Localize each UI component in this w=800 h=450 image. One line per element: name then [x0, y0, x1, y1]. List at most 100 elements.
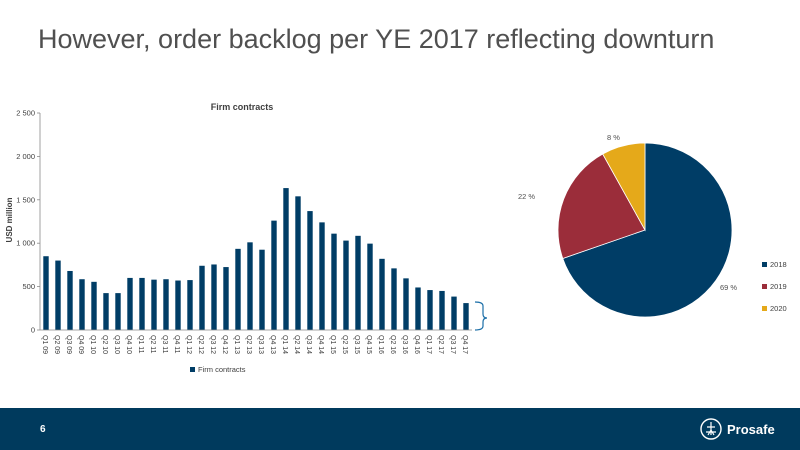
bar-chart: Firm contracts USD million 0 500 1 000 1 50… — [5, 102, 488, 374]
x-tick-label: Q1 13 — [233, 335, 240, 354]
x-tick-label: Q3 15 — [353, 335, 360, 354]
x-tick-label: Q4 15 — [365, 335, 372, 354]
pie-legend-swatch — [762, 306, 767, 311]
bar — [307, 211, 313, 330]
bar — [223, 267, 229, 330]
brand-name: Prosafe — [727, 421, 775, 437]
x-tick-label: Q1 11 — [137, 335, 144, 354]
x-tick-label: Q2 17 — [437, 335, 444, 354]
x-tick-label: Q2 10 — [101, 335, 108, 354]
y-tick-label: 0 — [31, 326, 35, 335]
x-tick-label: Q2 13 — [245, 335, 252, 354]
bar — [415, 287, 421, 330]
x-tick-label: Q2 14 — [293, 335, 300, 354]
bar — [163, 279, 169, 330]
pie-value-label: 22 % — [518, 192, 535, 201]
footer-bar: 6 Prosafe — [0, 408, 800, 450]
bar — [103, 293, 109, 330]
y-axis-label: USD million — [5, 197, 14, 242]
x-tick-label: Q2 11 — [149, 335, 156, 354]
pie-legend: 2018 2019 2020 — [762, 260, 787, 313]
pie-legend-swatch — [762, 284, 767, 289]
bar — [295, 196, 301, 330]
x-axis: Q1 09 Q2 09 Q3 09 Q4 09 Q1 10 Q2 10 Q3 10 Q4 10… — [40, 329, 472, 354]
y-tick-label: 500 — [22, 282, 35, 291]
bar — [463, 303, 469, 330]
bar — [91, 281, 97, 330]
x-tick-label: Q3 10 — [113, 335, 120, 354]
bar — [187, 280, 193, 330]
pie-slice-2019 — [557, 153, 646, 259]
bar-chart-title: Firm contracts — [211, 102, 274, 112]
page-number: 6 — [40, 424, 46, 435]
bar — [427, 290, 433, 330]
bar — [259, 249, 265, 330]
pie-slice-2020 — [602, 142, 646, 232]
x-tick-label: Q4 10 — [125, 335, 132, 354]
chart-area: Firm contracts USD million 0 500 1 000 1 50… — [5, 102, 787, 374]
pie-value-label: 8 % — [607, 133, 620, 142]
y-tick-label: 1 000 — [16, 239, 35, 248]
bar — [235, 248, 241, 330]
bar — [379, 258, 385, 330]
x-tick-label: Q3 14 — [305, 335, 312, 354]
pie-legend-swatch — [762, 262, 767, 267]
bar — [211, 264, 217, 330]
y-axis: 0 500 1 000 1 500 2 000 2 500 — [16, 109, 41, 335]
x-tick-label: Q2 09 — [53, 335, 60, 354]
bar — [175, 280, 181, 330]
x-tick-label: Q3 09 — [65, 335, 72, 354]
x-tick-label: Q3 16 — [401, 335, 408, 354]
x-tick-label: Q4 13 — [269, 335, 276, 354]
x-tick-label: Q3 17 — [449, 335, 456, 354]
bar — [355, 235, 361, 330]
x-tick-label: Q3 12 — [209, 335, 216, 354]
x-tick-label: Q2 12 — [197, 335, 204, 354]
x-tick-label: Q1 17 — [425, 335, 432, 354]
bar — [271, 220, 277, 330]
pie-chart: 69 % 22 % 8 % 2018 2019 2020 — [518, 133, 787, 318]
pie-legend-label: 2020 — [770, 304, 787, 313]
bar — [247, 242, 253, 330]
y-tick-label: 1 500 — [16, 195, 35, 204]
prosafe-logo: Prosafe — [700, 417, 775, 441]
y-tick-label: 2 000 — [16, 152, 35, 161]
x-tick-label: Q4 12 — [221, 335, 228, 354]
x-tick-label: Q1 09 — [41, 335, 48, 354]
x-tick-label: Q4 09 — [77, 335, 84, 354]
prosafe-rig-icon — [700, 418, 722, 440]
pie-legend-label: 2019 — [770, 282, 787, 291]
x-tick-label: Q2 15 — [341, 335, 348, 354]
x-tick-label: Q1 16 — [377, 335, 384, 354]
bar — [367, 243, 373, 330]
x-tick-label: Q3 13 — [257, 335, 264, 354]
x-tick-label: Q1 15 — [329, 335, 336, 354]
bar — [67, 270, 73, 330]
bar — [283, 188, 289, 330]
pie-legend-label: 2018 — [770, 260, 787, 269]
pie-slice-2018 — [562, 142, 733, 318]
legend-label-firm-contracts: Firm contracts — [198, 365, 246, 374]
backlog-bracket — [474, 301, 488, 331]
bar — [199, 265, 205, 330]
x-tick-label: Q1 14 — [281, 335, 288, 354]
bar — [151, 279, 157, 330]
pie-value-label: 69 % — [720, 283, 737, 292]
bar — [139, 277, 145, 330]
bar — [43, 256, 49, 330]
bar — [331, 233, 337, 330]
x-tick-label: Q4 17 — [461, 335, 468, 354]
x-tick-label: Q4 16 — [413, 335, 420, 354]
bar — [115, 293, 121, 330]
bar — [391, 268, 397, 330]
bar — [319, 222, 325, 330]
bar — [439, 290, 445, 330]
legend-swatch-firm-contracts — [190, 367, 195, 372]
y-tick-label: 2 500 — [16, 109, 35, 118]
bar — [55, 260, 61, 330]
x-tick-label: Q4 11 — [173, 335, 180, 354]
bar — [451, 296, 457, 330]
bar-series-firm-contracts — [43, 188, 469, 330]
bar — [127, 277, 133, 330]
x-tick-label: Q1 10 — [89, 335, 96, 354]
